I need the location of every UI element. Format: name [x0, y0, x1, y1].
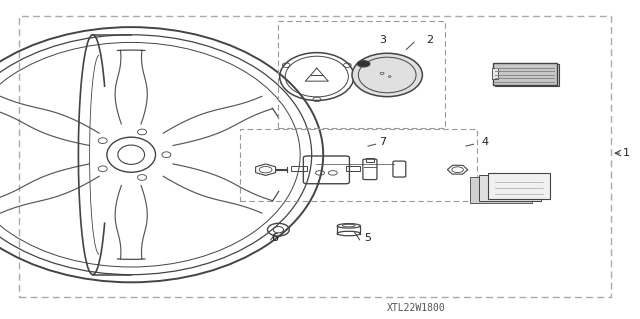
Bar	[366, 158, 374, 162]
Bar	[240, 129, 477, 201]
Text: 4: 4	[481, 137, 489, 147]
Text: 2: 2	[426, 35, 434, 45]
Bar	[495, 64, 559, 86]
FancyBboxPatch shape	[470, 177, 532, 203]
Bar	[492, 68, 498, 79]
Circle shape	[357, 61, 370, 67]
Text: XTL22W1800: XTL22W1800	[387, 303, 445, 313]
Text: 1: 1	[623, 148, 629, 158]
Bar	[291, 166, 307, 171]
Ellipse shape	[352, 53, 422, 97]
Bar	[346, 166, 360, 171]
FancyBboxPatch shape	[479, 175, 541, 201]
Text: 5: 5	[365, 233, 371, 243]
Bar	[19, 16, 611, 297]
Bar	[278, 21, 445, 128]
Text: 6: 6	[272, 233, 278, 243]
Text: 7: 7	[379, 137, 387, 147]
Bar	[493, 63, 557, 85]
FancyBboxPatch shape	[488, 173, 550, 199]
Text: 3: 3	[380, 35, 386, 45]
